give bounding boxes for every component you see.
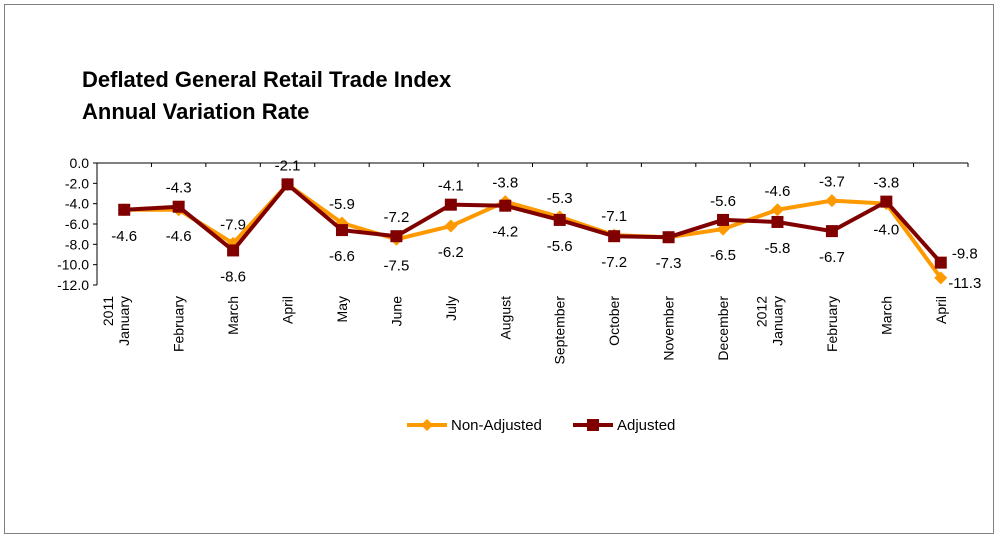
- data-label: -5.9: [329, 196, 355, 213]
- data-label: -7.9: [220, 216, 246, 233]
- data-point: [934, 271, 948, 285]
- data-label: -2.1: [275, 157, 301, 174]
- data-point: [717, 213, 730, 226]
- data-label: -5.8: [765, 240, 791, 257]
- data-point: [771, 215, 784, 228]
- data-point: [227, 244, 240, 257]
- y-tick-label: -8.0: [65, 236, 89, 252]
- data-point: [553, 213, 566, 226]
- data-label: -5.3: [547, 190, 573, 207]
- data-point: [281, 178, 294, 191]
- data-label: -3.7: [819, 174, 845, 191]
- data-label: -4.6: [765, 183, 791, 200]
- data-label: -5.6: [547, 238, 573, 255]
- x-tick-label: January: [116, 296, 132, 346]
- y-tick-label: -10.0: [57, 257, 89, 273]
- data-label: -7.3: [656, 255, 682, 272]
- data-point: [172, 200, 185, 213]
- data-label: -7.2: [383, 209, 409, 226]
- x-tick-label: July: [443, 296, 459, 321]
- chart-subtitle: Annual Variation Rate: [82, 99, 310, 124]
- x-tick-label: December: [715, 296, 731, 361]
- y-tick-label: -4.0: [65, 196, 89, 212]
- series-line: [124, 182, 943, 264]
- chart-title-block: Deflated General Retail Trade Index Annu…: [82, 64, 451, 128]
- data-label: -8.6: [220, 268, 246, 285]
- x-tick-label: August: [497, 296, 513, 340]
- data-point: [825, 225, 838, 238]
- data-point: [444, 219, 458, 233]
- data-label: -5.6: [710, 193, 736, 210]
- data-label: -11.3: [948, 275, 981, 292]
- data-point: [880, 195, 893, 208]
- data-label: -4.0: [873, 222, 899, 239]
- chart-title: Deflated General Retail Trade Index: [82, 67, 452, 92]
- data-point: [335, 224, 348, 237]
- data-label: -3.8: [873, 175, 899, 192]
- legend-item-adjusted: Adjusted: [573, 417, 675, 434]
- y-tick-label: -12.0: [57, 277, 89, 293]
- series-line: [124, 182, 943, 280]
- x-tick-label: November: [661, 296, 677, 361]
- x-tick-label: October: [606, 296, 622, 346]
- x-tick-label: February: [171, 296, 187, 352]
- data-label: -6.6: [329, 248, 355, 265]
- legend-label: Adjusted: [617, 417, 675, 434]
- x-tick-label: April: [280, 296, 296, 324]
- data-point: [608, 230, 621, 243]
- legend-marker: [421, 419, 433, 431]
- x-tick-label: September: [552, 296, 568, 365]
- data-point: [934, 256, 947, 269]
- data-label: -6.5: [710, 247, 736, 264]
- chart-frame: [4, 4, 994, 534]
- data-label: -7.2: [601, 254, 627, 271]
- data-label: -9.8: [952, 246, 978, 263]
- data-point: [770, 203, 784, 217]
- series-adjusted: -4.3 -8.6 -6.6 -7.2 -4.1 -4.2 -5.6 -7.2 -5.6 -5.8…: [118, 175, 978, 285]
- legend-marker: [587, 419, 599, 431]
- data-point: [118, 203, 131, 216]
- data-point: [825, 194, 839, 208]
- data-label: -4.6: [111, 228, 137, 245]
- data-label: -7.1: [601, 208, 627, 225]
- x-tick-label: June: [388, 296, 404, 327]
- x-tick-label: March: [878, 296, 894, 335]
- x-tick-label: 2012: [753, 296, 769, 327]
- x-tick-label: February: [824, 296, 840, 352]
- data-point: [662, 231, 675, 244]
- data-label: -3.8: [492, 175, 518, 192]
- data-label: -4.1: [438, 178, 464, 195]
- y-tick-label: -6.0: [65, 216, 89, 232]
- data-label: -6.7: [819, 249, 845, 266]
- data-point: [444, 198, 457, 211]
- legend-label: Non-Adjusted: [451, 417, 542, 434]
- y-tick-label: -2.0: [65, 175, 89, 191]
- data-label: -7.5: [383, 257, 409, 274]
- x-tick-label: January: [769, 296, 785, 346]
- x-tick-label: 2011: [100, 296, 116, 326]
- legend-item-non-adjusted: Non-Adjusted: [407, 417, 542, 434]
- x-tick-label: April: [933, 296, 949, 324]
- data-point: [499, 199, 512, 212]
- data-point: [390, 230, 403, 243]
- y-tick-label: 0.0: [70, 155, 90, 171]
- x-tick-label: March: [225, 296, 241, 335]
- data-label: -4.2: [492, 224, 518, 241]
- x-tick-label: May: [334, 296, 350, 322]
- data-label: -6.2: [438, 244, 464, 261]
- data-label: -4.6: [166, 228, 192, 245]
- data-label: -4.3: [166, 180, 192, 197]
